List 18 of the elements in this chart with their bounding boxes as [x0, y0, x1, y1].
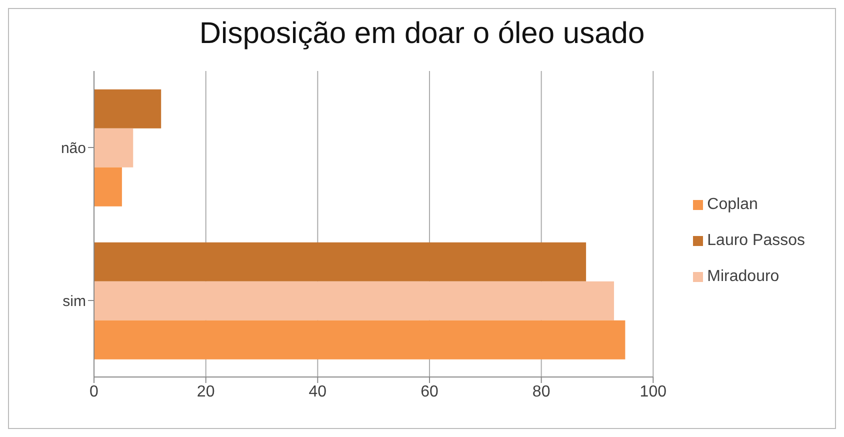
x-tick-label: 20: [196, 383, 215, 400]
bar: [94, 167, 122, 206]
x-tick-label: 40: [308, 383, 327, 400]
y-tick-label: sim: [62, 292, 86, 310]
bar: [94, 128, 134, 168]
bar: [94, 320, 626, 360]
x-tick-label: 0: [90, 383, 99, 400]
x-tick-label: 80: [532, 383, 550, 400]
bar: [94, 89, 162, 128]
legend-label: Miradouro: [707, 268, 780, 285]
legend-label: Lauro Passos: [707, 232, 805, 249]
legend-label: Coplan: [707, 196, 758, 213]
x-tick-label: 100: [640, 383, 667, 400]
chart-title: Disposição em doar o óleo usado: [198, 17, 646, 52]
y-tick-label: não: [60, 140, 86, 157]
bar: [94, 242, 586, 282]
x-tick-label: 60: [420, 383, 438, 400]
bar: [94, 281, 614, 320]
